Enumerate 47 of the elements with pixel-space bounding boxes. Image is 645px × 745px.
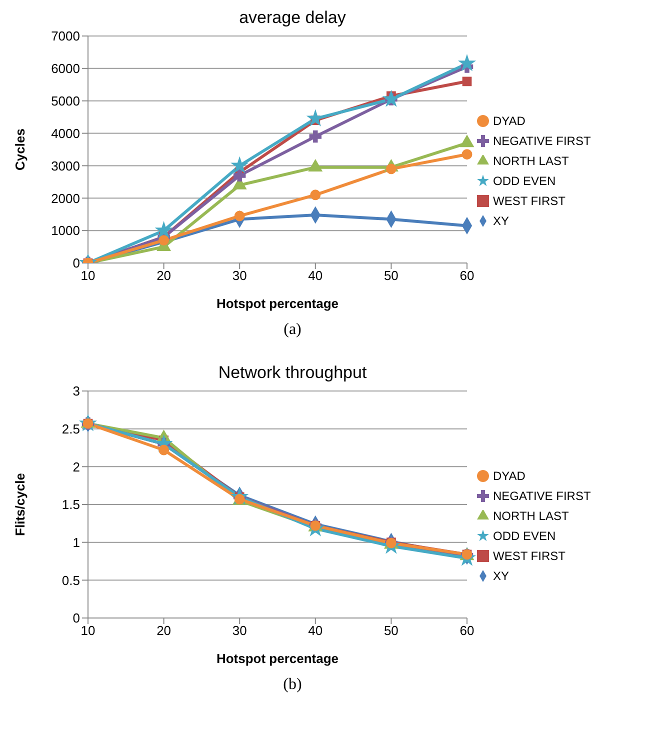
x-tick-label: 10 <box>80 268 96 284</box>
y-tick-label: 0 <box>72 256 80 271</box>
x-tick-label: 30 <box>232 623 247 638</box>
legend-label: ODD EVEN <box>493 174 556 188</box>
y-tick-label: 2000 <box>51 190 80 206</box>
text: (a) <box>282 321 302 339</box>
y-tick-label: 1 <box>72 534 80 550</box>
y-tick-label: 5000 <box>51 93 80 108</box>
x-tick-label: 10 <box>80 623 96 638</box>
y-tick-label: 6000 <box>51 61 80 76</box>
x-tick-label: 40 <box>308 268 323 284</box>
legend-label: WEST FIRST <box>493 548 566 562</box>
legend-label: XY <box>493 214 510 228</box>
legend-label: NEGATIVE FIRST <box>493 134 591 148</box>
y-tick-label: 2.5 <box>62 421 80 436</box>
chart-title: Network throughput <box>217 363 368 383</box>
x-tick-label: 20 <box>156 268 172 284</box>
x-tick-label: 40 <box>308 623 323 638</box>
legend-label: NORTH LAST <box>493 508 569 522</box>
legend-label: NORTH LAST <box>493 154 569 168</box>
legend-label: ODD EVEN <box>493 528 556 542</box>
y-tick-label: 1000 <box>51 223 80 238</box>
y-axis-title: Cycles <box>12 128 28 170</box>
x-axis-title: Hotspot percentage <box>216 651 339 666</box>
legend-label: DYAD <box>493 468 526 482</box>
y-tick-label: 1.5 <box>62 497 80 512</box>
legend-label: NEGATIVE FIRST <box>493 488 591 502</box>
chart-title: average delay <box>238 8 347 28</box>
x-tick-label: 20 <box>156 623 172 638</box>
x-tick-label: 60 <box>460 268 474 284</box>
legend-label: WEST FIRST <box>493 194 566 208</box>
x-tick-label: 30 <box>232 268 247 284</box>
y-tick-label: 0 <box>72 610 80 626</box>
x-tick-label: 50 <box>384 268 398 284</box>
y-tick-label: 0.5 <box>62 572 80 588</box>
legend-label: XY <box>493 568 510 582</box>
x-tick-label: 60 <box>460 623 474 638</box>
y-tick-label: 3 <box>72 384 80 399</box>
y-axis-title: Flits/cycle <box>12 473 28 536</box>
y-tick-label: 3000 <box>51 158 80 174</box>
x-tick-label: 50 <box>384 623 398 638</box>
text: (b) <box>282 676 303 694</box>
x-axis-title: Hotspot percentage <box>216 296 339 311</box>
y-tick-label: 7000 <box>51 28 80 44</box>
legend-label: DYAD <box>493 114 526 128</box>
y-tick-label: 2 <box>72 459 80 474</box>
y-tick-label: 4000 <box>51 126 80 141</box>
